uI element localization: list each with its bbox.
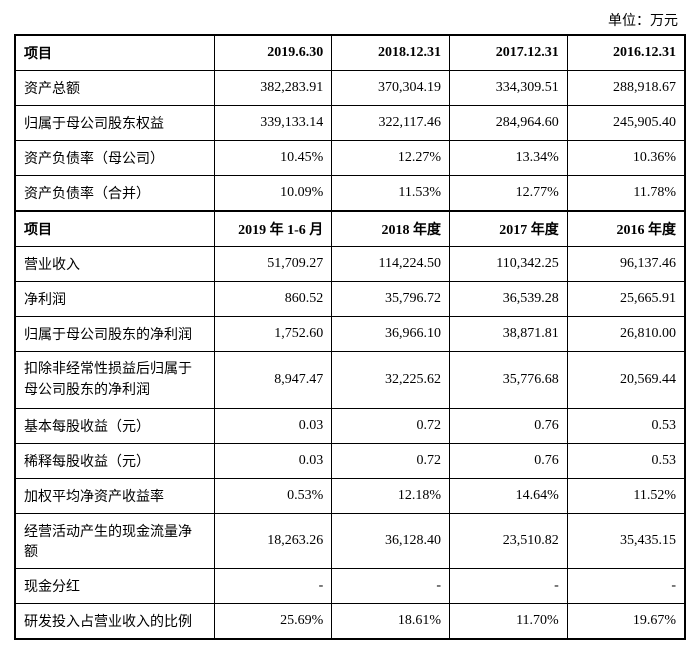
table-row: 加权平均净资产收益率 0.53% 12.18% 14.64% 11.52% (15, 479, 685, 514)
section1-header-col2: 2018.12.31 (332, 35, 450, 71)
row-label: 现金分红 (15, 569, 214, 604)
row-value: 339,133.14 (214, 106, 332, 141)
table-row: 扣除非经常性损益后归属于母公司股东的净利润 8,947.47 32,225.62… (15, 352, 685, 409)
row-value: 114,224.50 (332, 247, 450, 282)
table-row: 营业收入 51,709.27 114,224.50 110,342.25 96,… (15, 247, 685, 282)
row-value: 8,947.47 (214, 352, 332, 409)
row-value: 11.53% (332, 176, 450, 212)
row-value: 14.64% (450, 479, 568, 514)
section2-header-col3: 2017 年度 (450, 211, 568, 247)
row-value: 12.18% (332, 479, 450, 514)
row-value: 18.61% (332, 604, 450, 640)
row-value: 860.52 (214, 282, 332, 317)
row-value: 25.69% (214, 604, 332, 640)
row-label: 营业收入 (15, 247, 214, 282)
row-label: 归属于母公司股东权益 (15, 106, 214, 141)
row-value: 11.70% (450, 604, 568, 640)
table-row: 研发投入占营业收入的比例 25.69% 18.61% 11.70% 19.67% (15, 604, 685, 640)
row-value: - (567, 569, 685, 604)
row-value: 32,225.62 (332, 352, 450, 409)
row-value: 288,918.67 (567, 71, 685, 106)
row-value: 36,128.40 (332, 514, 450, 569)
row-value: 0.03 (214, 409, 332, 444)
section2-header-col4: 2016 年度 (567, 211, 685, 247)
section1-header-col3: 2017.12.31 (450, 35, 568, 71)
row-value: 0.72 (332, 444, 450, 479)
row-value: 35,435.15 (567, 514, 685, 569)
row-value: 1,752.60 (214, 317, 332, 352)
section2-header-row: 项目 2019 年 1-6 月 2018 年度 2017 年度 2016 年度 (15, 211, 685, 247)
row-value: 0.76 (450, 444, 568, 479)
row-value: 35,796.72 (332, 282, 450, 317)
row-value: 19.67% (567, 604, 685, 640)
section1-header-col1: 2019.6.30 (214, 35, 332, 71)
row-label: 资产负债率（母公司） (15, 141, 214, 176)
row-value: 26,810.00 (567, 317, 685, 352)
section2-header-col1: 2019 年 1-6 月 (214, 211, 332, 247)
unit-label: 单位：万元 (14, 10, 686, 30)
row-value: 11.52% (567, 479, 685, 514)
row-value: 38,871.81 (450, 317, 568, 352)
row-label: 研发投入占营业收入的比例 (15, 604, 214, 640)
table-row: 基本每股收益（元） 0.03 0.72 0.76 0.53 (15, 409, 685, 444)
table-row: 资产总额 382,283.91 370,304.19 334,309.51 28… (15, 71, 685, 106)
row-value: 36,539.28 (450, 282, 568, 317)
table-row: 经营活动产生的现金流量净额 18,263.26 36,128.40 23,510… (15, 514, 685, 569)
row-label: 资产负债率（合并） (15, 176, 214, 212)
row-value: 0.53% (214, 479, 332, 514)
table-row: 净利润 860.52 35,796.72 36,539.28 25,665.91 (15, 282, 685, 317)
financial-table: 项目 2019.6.30 2018.12.31 2017.12.31 2016.… (14, 34, 686, 640)
table-row: 归属于母公司股东的净利润 1,752.60 36,966.10 38,871.8… (15, 317, 685, 352)
row-value: 284,964.60 (450, 106, 568, 141)
section2-header-col2: 2018 年度 (332, 211, 450, 247)
row-value: 322,117.46 (332, 106, 450, 141)
row-value: 11.78% (567, 176, 685, 212)
section1-header-col4: 2016.12.31 (567, 35, 685, 71)
table-row: 稀释每股收益（元） 0.03 0.72 0.76 0.53 (15, 444, 685, 479)
row-value: 334,309.51 (450, 71, 568, 106)
row-label: 经营活动产生的现金流量净额 (15, 514, 214, 569)
row-value: - (332, 569, 450, 604)
row-label: 净利润 (15, 282, 214, 317)
table-row: 资产负债率（合并） 10.09% 11.53% 12.77% 11.78% (15, 176, 685, 212)
row-value: 13.34% (450, 141, 568, 176)
row-value: 10.09% (214, 176, 332, 212)
row-label: 归属于母公司股东的净利润 (15, 317, 214, 352)
row-value: 0.53 (567, 409, 685, 444)
row-value: 51,709.27 (214, 247, 332, 282)
table-row: 资产负债率（母公司） 10.45% 12.27% 13.34% 10.36% (15, 141, 685, 176)
row-value: 10.36% (567, 141, 685, 176)
row-value: 12.77% (450, 176, 568, 212)
row-label: 稀释每股收益（元） (15, 444, 214, 479)
section2-header-col0: 项目 (15, 211, 214, 247)
row-value: 110,342.25 (450, 247, 568, 282)
row-value: 20,569.44 (567, 352, 685, 409)
row-value: 245,905.40 (567, 106, 685, 141)
section1-header-col0: 项目 (15, 35, 214, 71)
row-value: 370,304.19 (332, 71, 450, 106)
row-label: 资产总额 (15, 71, 214, 106)
row-label: 基本每股收益（元） (15, 409, 214, 444)
row-value: 36,966.10 (332, 317, 450, 352)
row-value: 0.72 (332, 409, 450, 444)
section1-header-row: 项目 2019.6.30 2018.12.31 2017.12.31 2016.… (15, 35, 685, 71)
row-value: 96,137.46 (567, 247, 685, 282)
table-row: 现金分红 - - - - (15, 569, 685, 604)
row-value: 0.53 (567, 444, 685, 479)
row-value: 25,665.91 (567, 282, 685, 317)
row-value: 35,776.68 (450, 352, 568, 409)
row-value: 10.45% (214, 141, 332, 176)
row-value: 23,510.82 (450, 514, 568, 569)
row-value: - (450, 569, 568, 604)
row-value: 18,263.26 (214, 514, 332, 569)
row-value: 12.27% (332, 141, 450, 176)
row-label: 扣除非经常性损益后归属于母公司股东的净利润 (15, 352, 214, 409)
row-value: 382,283.91 (214, 71, 332, 106)
row-value: - (214, 569, 332, 604)
row-label: 加权平均净资产收益率 (15, 479, 214, 514)
table-row: 归属于母公司股东权益 339,133.14 322,117.46 284,964… (15, 106, 685, 141)
row-value: 0.76 (450, 409, 568, 444)
row-value: 0.03 (214, 444, 332, 479)
